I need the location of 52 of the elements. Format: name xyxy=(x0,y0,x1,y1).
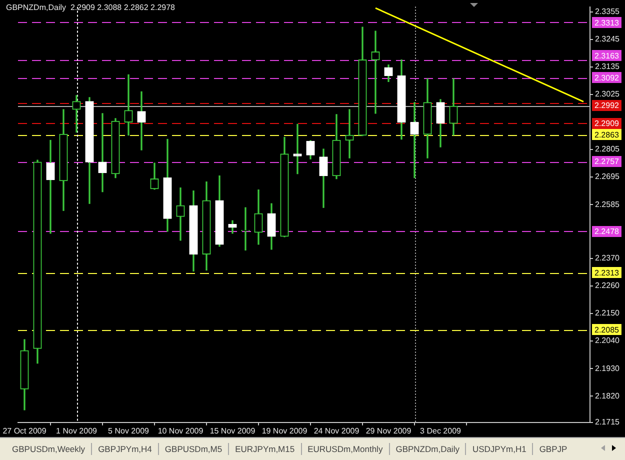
text: USDJPYm,H1 xyxy=(466,443,534,455)
y-tick-label: 2.2585 xyxy=(595,200,620,209)
ref-line-label: 2.3313 xyxy=(594,18,620,28)
candlestick xyxy=(410,102,419,178)
chart-title: GBPNZDm,Daily 2.2909 2.3088 2.2862 2.2978 xyxy=(6,3,175,13)
y-tick-label: 2.3025 xyxy=(595,90,620,99)
text: EURUSDm,Monthly xyxy=(302,443,390,455)
ref-line-label: 2.2478 xyxy=(594,227,620,236)
text: GBPNZDm,Daily xyxy=(390,443,466,455)
ref-line-label: 2.2909 xyxy=(594,119,620,128)
y-tick-label: 2.1930 xyxy=(595,364,620,373)
text: GBPUSDm,M5 xyxy=(158,443,230,455)
x-tick-label: 15 Nov 2009 xyxy=(210,426,256,436)
candlestick xyxy=(124,74,133,136)
x-tick-label: 10 Nov 2009 xyxy=(158,426,204,436)
candlestick xyxy=(137,91,146,150)
ref-line-label: 2.2313 xyxy=(594,268,620,278)
ref-line-label: 2.3092 xyxy=(594,74,620,83)
x-tick-label: 27 Oct 2009 xyxy=(2,426,47,436)
candlestick xyxy=(46,140,55,234)
y-tick-label: 2.3355 xyxy=(595,7,620,16)
ref-line-label: 2.2757 xyxy=(594,157,620,166)
y-tick-label: 2.2805 xyxy=(595,144,620,154)
candlestick xyxy=(176,187,185,241)
text: GBPJP xyxy=(538,443,568,455)
y-tick-label: 2.3245 xyxy=(595,34,620,44)
x-tick-label: 29 Nov 2009 xyxy=(366,426,412,436)
ref-line-label: 2.2085 xyxy=(594,325,620,334)
candlestick xyxy=(98,113,107,192)
x-tick-label: 3 Dec 2009 xyxy=(420,426,462,436)
candlestick xyxy=(72,95,81,133)
y-tick-label: 2.2260 xyxy=(595,281,620,290)
x-tick-label: 19 Nov 2009 xyxy=(262,426,308,436)
ref-line-label: 2.3163 xyxy=(594,52,620,61)
ref-line-label: 2.2992 xyxy=(594,101,620,110)
candlestick xyxy=(371,30,380,114)
y-tick-label: 2.3135 xyxy=(595,62,620,72)
y-tick-label: 2.1715 xyxy=(595,418,620,427)
x-tick-label: 5 Nov 2009 xyxy=(108,426,150,436)
y-tick-label: 2.2040 xyxy=(595,336,620,346)
text: GBPUSDm,Weekly xyxy=(6,443,92,455)
text: GBPJPYm,H4 xyxy=(92,443,159,455)
y-tick-label: 2.1820 xyxy=(595,391,620,400)
candlestick xyxy=(293,124,302,174)
candlestick xyxy=(345,109,354,158)
ref-line-label: 2.2863 xyxy=(594,130,620,140)
y-tick-label: 2.2370 xyxy=(595,254,620,263)
y-tick-label: 2.2150 xyxy=(595,308,620,318)
x-tick-label: 24 Nov 2009 xyxy=(314,426,360,436)
x-tick-label: 1 Nov 2009 xyxy=(56,426,98,436)
text: EURJPYm,M15 xyxy=(229,443,302,455)
y-tick-label: 2.2695 xyxy=(595,172,620,182)
